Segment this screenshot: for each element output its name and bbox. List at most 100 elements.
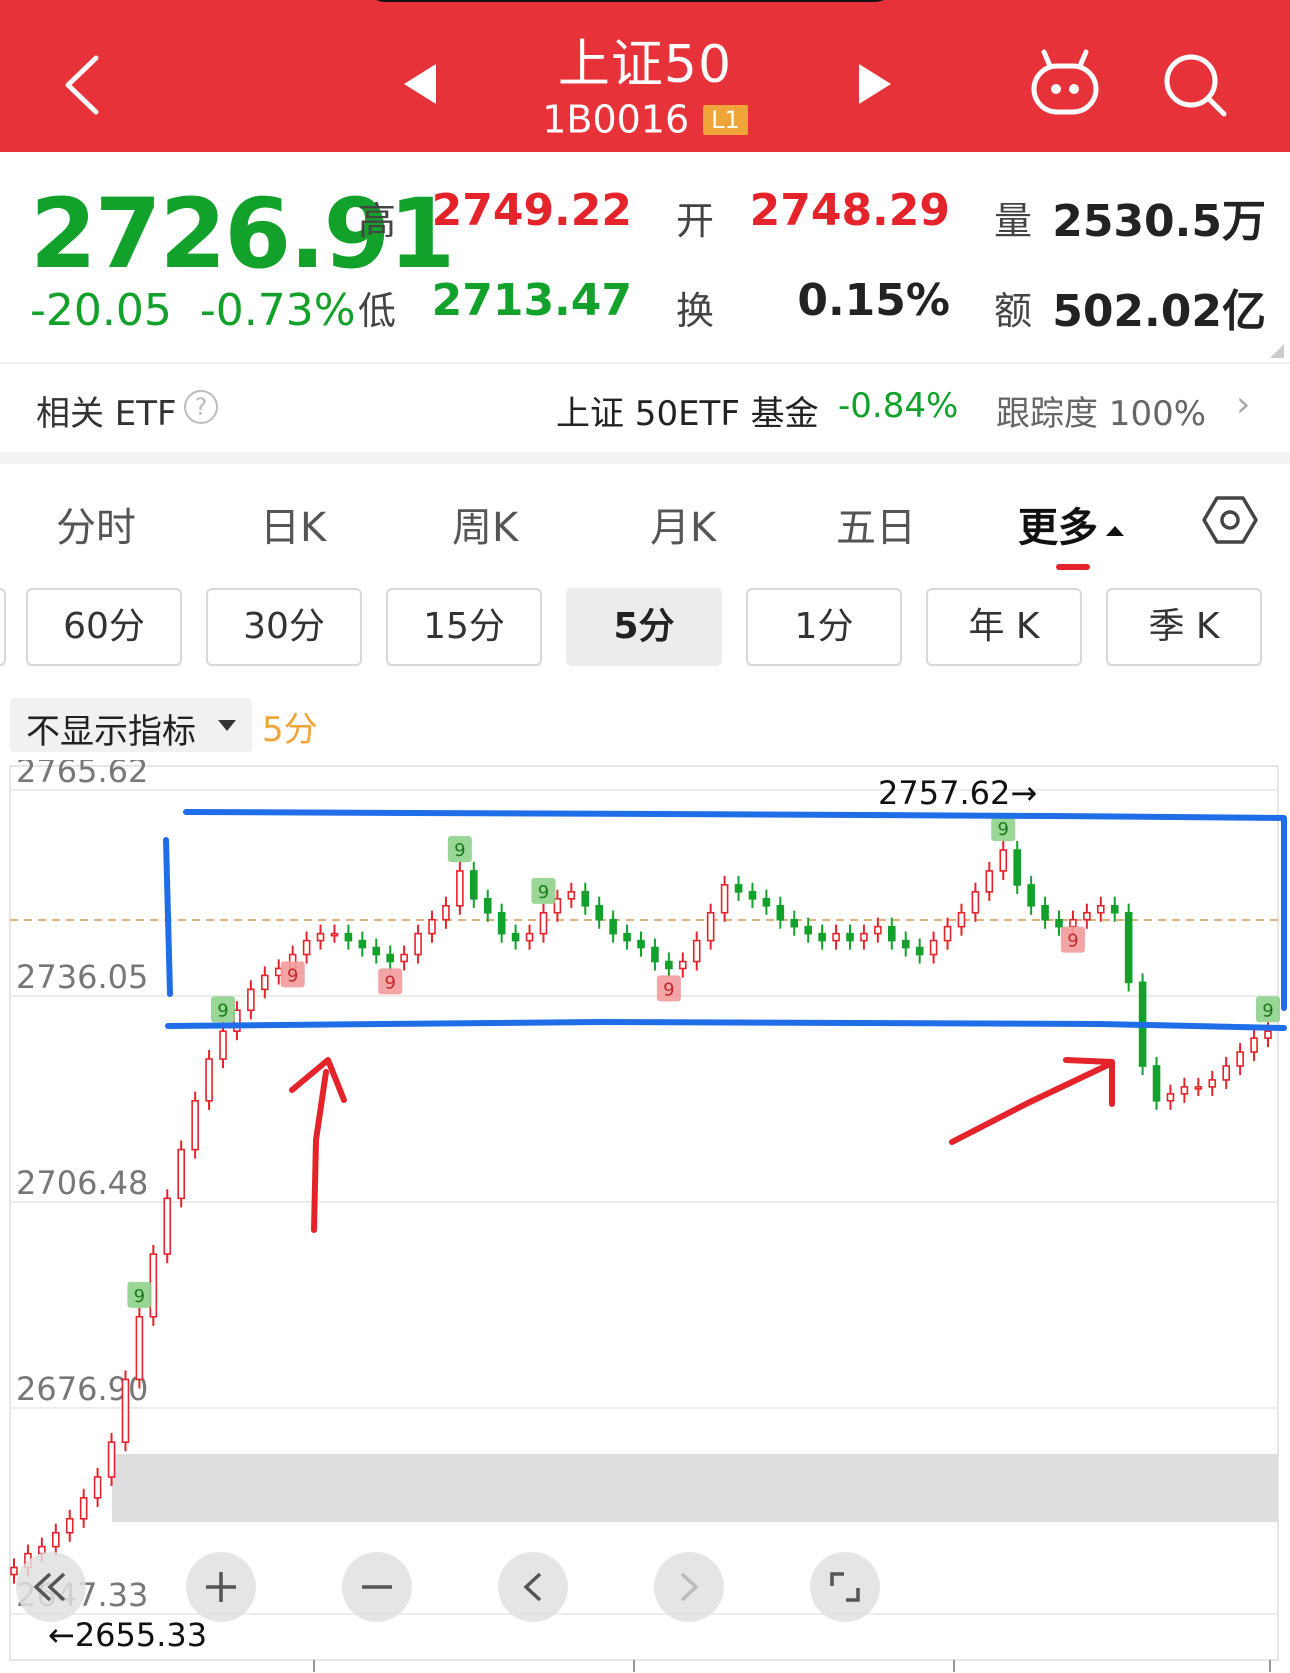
candle-body [1027, 884, 1035, 907]
period-1min-button[interactable]: 1分 [746, 588, 902, 666]
search-icon [1164, 54, 1227, 117]
candle-body [1236, 1051, 1244, 1067]
chart-frame [9, 765, 1279, 1661]
candle-body [316, 932, 325, 942]
candle-body [860, 932, 868, 942]
candle-body [260, 974, 269, 991]
y-tick-label: 2765.62 [16, 760, 148, 790]
candle-body [51, 1531, 60, 1548]
candle-body [428, 918, 436, 935]
tab-weekly-k[interactable]: 周K [452, 505, 519, 551]
period-quarterly-button[interactable]: 季 K [1106, 588, 1262, 666]
candle-body [483, 898, 492, 914]
candle-body [804, 925, 813, 935]
candle-body [1097, 904, 1105, 914]
zoom-in-button[interactable] [186, 1552, 256, 1622]
active-tab-indicator [1056, 564, 1090, 570]
amount-label: 额 [994, 289, 1033, 333]
back-button[interactable] [58, 50, 118, 120]
candle-body [637, 939, 645, 949]
triangle-left-icon [404, 64, 436, 104]
candle-body [678, 960, 687, 970]
related-etf-label: 相关 ETF [36, 394, 177, 434]
td-marker [1060, 926, 1085, 953]
candle-body [247, 988, 255, 1012]
td-marker-label: 9 [538, 882, 549, 903]
blue-channel-bottom [165, 1018, 1287, 1031]
low-label: 低 [358, 289, 397, 333]
td-marker-label: 9 [134, 1286, 145, 1307]
current-price: 2726.91 [30, 178, 455, 290]
indicator-dropdown[interactable]: 不显示指标 [10, 698, 252, 752]
divider [0, 362, 1290, 364]
scroll-left-button[interactable] [498, 1552, 568, 1622]
minus-icon [362, 1585, 392, 1589]
previous-stock-button[interactable] [400, 62, 440, 106]
expand-corner-icon[interactable] [1270, 344, 1284, 358]
search-button[interactable] [1160, 50, 1230, 120]
period-button-partial[interactable] [0, 588, 6, 666]
candle-body [651, 946, 659, 963]
open-value: 2748.29 [749, 185, 950, 236]
candle-body [818, 932, 826, 942]
collapse-button[interactable] [16, 1552, 86, 1622]
chevron-left-icon [65, 55, 99, 115]
td-marker [211, 996, 235, 1023]
fullscreen-button[interactable] [810, 1552, 880, 1622]
candle-body [79, 1497, 88, 1520]
period-15min-button[interactable]: 15分 [386, 588, 542, 666]
period-5min-button[interactable]: 5分 [566, 588, 722, 666]
low-value: 2713.47 [431, 275, 632, 326]
candle-body [219, 1030, 227, 1060]
plus-icon [206, 1572, 236, 1602]
candle-body [1166, 1093, 1175, 1102]
related-etf-row[interactable]: 相关 ETF ? 上证 50ETF 基金 -0.84% 跟踪度 100% › [0, 366, 1290, 452]
candle-body [623, 932, 631, 942]
kline-chart[interactable]: 2765.622736.052706.482676.902647.3399999… [0, 760, 1290, 1673]
td-marker [656, 975, 681, 1002]
change-amount: -20.05 [30, 285, 172, 336]
td-marker-label: 9 [1262, 1000, 1273, 1021]
candle-body [10, 1566, 18, 1576]
candle-body [1194, 1086, 1203, 1090]
question-circle-icon[interactable]: ? [184, 390, 218, 424]
candle-body [901, 939, 910, 949]
next-stock-button[interactable] [855, 62, 895, 106]
candle-body [539, 911, 548, 935]
tab-daily-k[interactable]: 日K [260, 505, 327, 551]
candle-body [358, 939, 367, 949]
candle-body [1250, 1037, 1258, 1053]
td-marker-label: 9 [217, 1000, 228, 1021]
tab-more[interactable]: 更多 [1018, 495, 1126, 553]
candle-body [1124, 911, 1133, 984]
stock-code: 1B0016 [542, 97, 690, 142]
scroll-right-button[interactable] [654, 1552, 724, 1622]
tab-intraday[interactable]: 分时 [56, 505, 136, 551]
candle-body [887, 925, 896, 942]
candle-body [762, 898, 771, 907]
candle-body [163, 1197, 172, 1255]
section-gap [0, 452, 1290, 464]
period-60min-button[interactable]: 60分 [26, 588, 182, 666]
level-badge: L1 [703, 104, 748, 135]
period-yearly-button[interactable]: 年 K [926, 588, 1082, 666]
zoom-out-button[interactable] [342, 1552, 412, 1622]
volume-label: 量 [994, 199, 1033, 243]
red-arrow-right-head [1063, 1057, 1115, 1107]
assistant-button[interactable] [1028, 46, 1102, 120]
tab-five-day[interactable]: 五日 [836, 505, 916, 551]
td-marker-label: 9 [454, 840, 465, 861]
candle-body [915, 946, 924, 956]
blue-channel-left [163, 837, 173, 997]
candle-body [720, 884, 729, 914]
amount-value: 502.02亿 [1052, 286, 1266, 337]
candle-body [567, 891, 576, 900]
candle-body [581, 891, 590, 907]
period-30min-button[interactable]: 30分 [206, 588, 362, 666]
candle-body [177, 1148, 185, 1200]
candle-body [1264, 1030, 1272, 1039]
candle-body [344, 932, 353, 942]
chart-settings-button[interactable] [1202, 494, 1258, 546]
tab-monthly-k[interactable]: 月K [650, 505, 717, 551]
candle-body [985, 870, 994, 893]
